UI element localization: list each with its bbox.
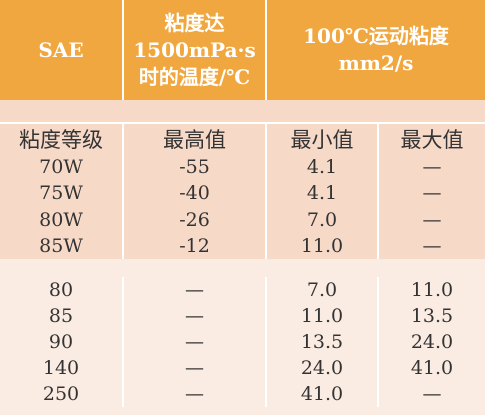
cell-max-temp: — (123, 328, 267, 355)
subheader-grade: 粘度等级 (0, 123, 124, 155)
header-kinematic-viscosity: 100℃运动粘度 mm2/s (266, 0, 485, 101)
cell-grade: 85W (0, 232, 124, 259)
cell-max-temp: — (123, 302, 267, 329)
header-kv-line-1: 100℃运动粘度 (303, 24, 449, 49)
cell-grade: 250 (0, 380, 124, 407)
header-sae: SAE (0, 0, 124, 101)
subheader-min-viscosity: 最小值 (266, 123, 379, 155)
cell-min-viscosity: 41.0 (266, 380, 379, 407)
cell-max-viscosity: — (378, 154, 485, 181)
cell-max-temp: -12 (123, 232, 267, 259)
cell-grade: 90 (0, 328, 124, 355)
cell-min-viscosity: 7.0 (266, 206, 379, 233)
cell-grade: 80 (0, 276, 124, 303)
table-row: 90—13.5 24.0 (0, 328, 485, 355)
cell-max-temp: — (123, 354, 267, 381)
cell-min-viscosity: 4.1 (266, 180, 379, 207)
header-low-temp-line-1: 粘度达 (164, 10, 225, 35)
table-row: 80W -26 7.0— (0, 206, 485, 233)
cell-max-viscosity: 41.0 (378, 354, 485, 381)
cell-max-temp: -55 (123, 154, 267, 181)
cell-max-viscosity: 24.0 (378, 328, 485, 355)
subheader-max-viscosity: 最大值 (378, 123, 485, 155)
cell-grade: 140 (0, 354, 124, 381)
cell-max-viscosity: 13.5 (378, 302, 485, 329)
cell-grade: 70W (0, 154, 124, 181)
cell-min-viscosity: 7.0 (266, 276, 379, 303)
header-gap (0, 100, 485, 125)
winter-grades: 70W -55 4.1—75W -40 4.1—80W -26 7.0—85W -12 11.0… (0, 154, 485, 259)
cell-max-temp: — (123, 380, 267, 407)
table-row: 250—41.0— (0, 380, 485, 407)
subheader-row: 粘度等级 最高值 最小值 最大值 (0, 123, 485, 155)
table-row: 70W -55 4.1— (0, 154, 485, 181)
cell-max-viscosity: — (378, 232, 485, 259)
table-row: 80—7.0 11.0 (0, 276, 485, 303)
cell-grade: 85 (0, 302, 124, 329)
header-kv-line-2: mm2/s (338, 51, 414, 76)
cell-max-viscosity: 11.0 (378, 276, 485, 303)
summer-grades: 80—7.0 11.0 85—11.0 13.5 90—13.5 24.0 140—24.0… (0, 276, 485, 407)
cell-grade: 75W (0, 180, 124, 207)
cell-max-viscosity: — (378, 206, 485, 233)
group-separator (0, 258, 485, 277)
header-low-temp-line-3: 时的温度/℃ (138, 64, 251, 89)
cell-max-viscosity: — (378, 180, 485, 207)
cell-min-viscosity: 4.1 (266, 154, 379, 181)
table-row: 75W -40 4.1— (0, 180, 485, 207)
bottom-padding (0, 406, 485, 415)
cell-max-viscosity: — (378, 380, 485, 407)
header-row: SAE 粘度达 1500mPa·s 时的温度/℃ 100℃运动粘度 mm2/s (0, 0, 485, 101)
cell-min-viscosity: 24.0 (266, 354, 379, 381)
cell-min-viscosity: 11.0 (266, 302, 379, 329)
cell-min-viscosity: 11.0 (266, 232, 379, 259)
table-row: 140—24.0 41.0 (0, 354, 485, 381)
cell-max-temp: — (123, 276, 267, 303)
header-low-temp: 粘度达 1500mPa·s 时的温度/℃ (123, 0, 267, 101)
cell-max-temp: -40 (123, 180, 267, 207)
header-low-temp-line-2: 1500mPa·s (133, 37, 256, 62)
subheader-max-temp: 最高值 (123, 123, 267, 155)
table-row: 85W -12 11.0— (0, 232, 485, 259)
cell-min-viscosity: 13.5 (266, 328, 379, 355)
cell-grade: 80W (0, 206, 124, 233)
table-row: 85—11.0 13.5 (0, 302, 485, 329)
cell-max-temp: -26 (123, 206, 267, 233)
